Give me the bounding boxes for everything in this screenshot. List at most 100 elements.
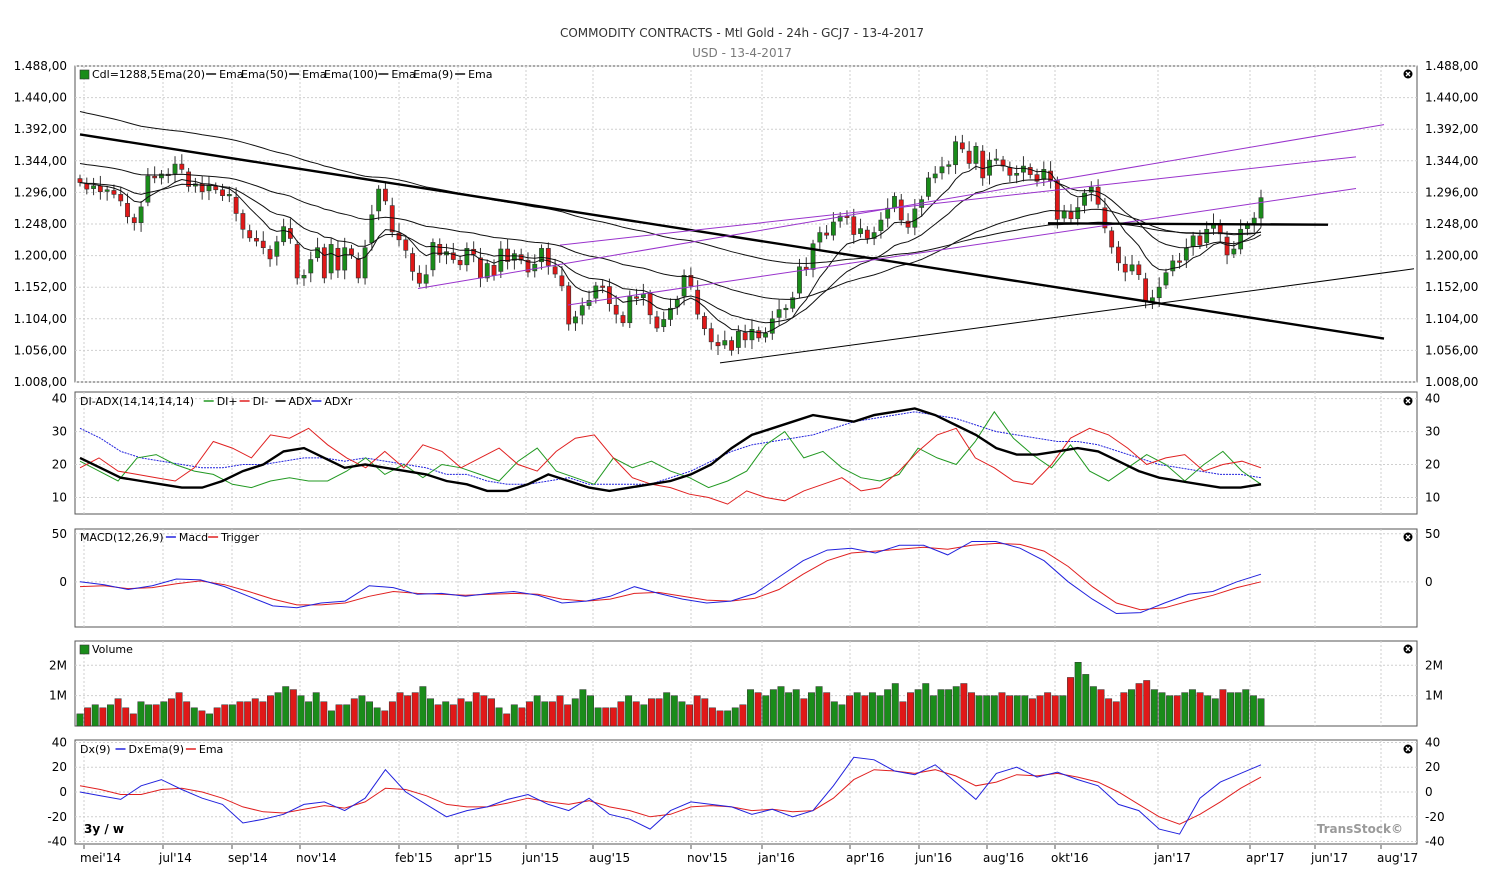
volume-bar — [1044, 692, 1052, 727]
volume-bar — [1059, 695, 1067, 727]
volume-bar — [975, 695, 983, 727]
candle — [668, 307, 673, 320]
candle — [702, 316, 707, 329]
candle — [912, 208, 918, 228]
close-icon[interactable] — [1403, 69, 1413, 79]
volume-bar — [1219, 689, 1227, 727]
candle — [634, 296, 639, 299]
candle — [953, 141, 958, 166]
x-tick-label: mei'14 — [80, 851, 121, 865]
volume-bar — [1204, 695, 1212, 727]
volume-bar — [267, 695, 274, 727]
close-icon[interactable] — [1403, 532, 1413, 542]
y-tick-label: 1.008,00 — [1425, 375, 1478, 389]
candle — [186, 171, 192, 187]
candle — [1204, 228, 1210, 243]
candle — [735, 331, 741, 348]
candle — [586, 300, 592, 306]
candle — [111, 190, 117, 195]
candle — [871, 232, 877, 239]
candle — [484, 263, 490, 279]
trendline — [1047, 222, 1329, 226]
volume-bar — [1173, 695, 1181, 727]
volume-bar — [785, 692, 793, 727]
volume-bar — [411, 692, 419, 727]
x-tick-label: nov'15 — [687, 851, 728, 865]
candle — [613, 304, 619, 315]
candle — [1224, 236, 1230, 256]
volume-bar — [449, 704, 457, 727]
volume-bar — [1249, 695, 1257, 727]
candle — [783, 307, 789, 311]
volume-bar — [487, 698, 495, 727]
volume-bar — [1143, 680, 1151, 727]
legend-label: ADX — [289, 395, 313, 408]
x-tick-label: aug'17 — [1377, 851, 1418, 865]
close-icon[interactable] — [1403, 744, 1413, 754]
legend-label: DI+ — [217, 395, 238, 408]
candle — [505, 248, 511, 262]
x-tick-label: jun'16 — [914, 851, 952, 865]
candle — [1143, 278, 1149, 302]
candle — [769, 318, 775, 334]
trendline — [79, 133, 1385, 340]
candle — [763, 332, 768, 338]
volume-bar — [937, 689, 945, 727]
candle — [260, 240, 266, 249]
candle — [410, 253, 415, 272]
candle — [715, 342, 721, 347]
candle — [97, 185, 103, 193]
candle — [389, 205, 395, 233]
candle — [688, 275, 694, 287]
y-tick-label: 0 — [1425, 785, 1433, 799]
series-line — [79, 756, 1262, 835]
legend-label: Cdl=1288,5 — [92, 68, 157, 81]
volume-bar — [236, 701, 244, 727]
volume-bar — [122, 707, 130, 727]
candle — [396, 232, 402, 241]
x-tick-label: okt'16 — [1051, 851, 1089, 865]
volume-bar — [1150, 689, 1158, 727]
volume-bar — [366, 701, 373, 727]
candle — [423, 274, 429, 284]
candle — [1190, 235, 1196, 247]
volume-bar — [1166, 695, 1174, 727]
candle — [810, 243, 816, 270]
close-icon[interactable] — [1403, 396, 1413, 406]
candle — [430, 242, 436, 271]
volume-bar — [312, 692, 320, 727]
volume-bar — [114, 698, 122, 727]
volume-bar — [1181, 692, 1189, 727]
volume-bar — [167, 698, 175, 727]
volume-bar — [160, 701, 168, 727]
volume-bar — [1006, 695, 1014, 727]
close-icon[interactable] — [1403, 644, 1413, 654]
trendline — [719, 268, 1415, 364]
x-tick-label: aug'16 — [983, 851, 1024, 865]
y-tick-label: 1.392,00 — [14, 122, 67, 136]
volume-bar — [899, 701, 907, 727]
volume-bar — [998, 692, 1006, 727]
volume-bar — [1067, 677, 1074, 727]
candle — [1122, 263, 1128, 273]
y-tick-label: 30 — [52, 425, 67, 439]
candle — [478, 257, 483, 279]
candle — [349, 248, 354, 256]
volume-bar — [929, 695, 937, 727]
volume-bar — [107, 704, 114, 727]
candle — [776, 309, 782, 318]
candle — [301, 275, 307, 279]
volume-bar — [373, 707, 381, 727]
candle — [898, 199, 904, 221]
candle — [403, 239, 409, 251]
volume-bar — [1120, 692, 1128, 727]
candle — [1027, 167, 1033, 175]
y-tick-label: 40 — [1425, 735, 1440, 749]
candle — [1034, 174, 1040, 182]
volume-bar — [175, 692, 183, 727]
legend-label: Ema(9) — [413, 68, 453, 81]
y-tick-label: 1.152,00 — [1425, 280, 1478, 294]
volume-bar — [183, 701, 191, 727]
y-tick-label: 1.008,00 — [14, 375, 67, 389]
